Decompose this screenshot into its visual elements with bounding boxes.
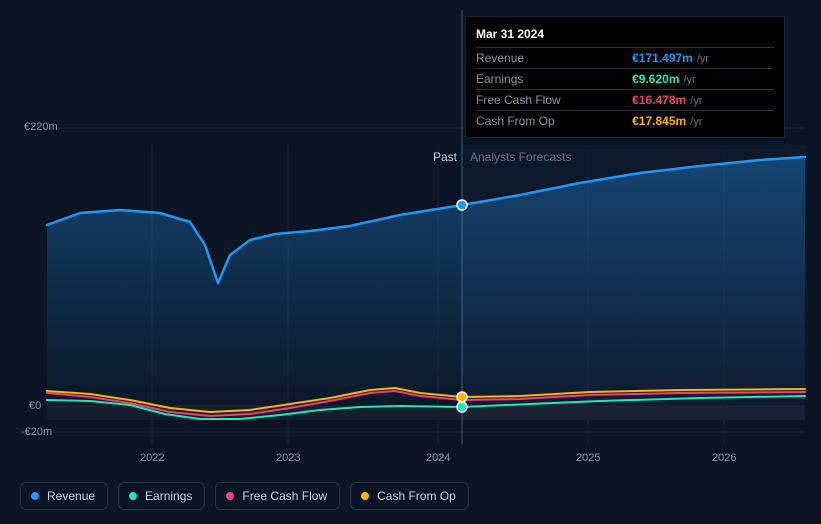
- x-tick-label: 2025: [576, 452, 600, 464]
- tooltip-row-label: Cash From Op: [476, 111, 632, 132]
- tooltip-row-value: €171.497m: [632, 51, 697, 65]
- tooltip-row-label: Free Cash Flow: [476, 90, 632, 111]
- tooltip-row: Earnings €9.620m/yr: [476, 69, 774, 90]
- legend-item-cfo[interactable]: Cash From Op: [350, 482, 469, 510]
- tooltip-row-unit: /yr: [690, 116, 702, 128]
- x-tick-label: 2022: [140, 452, 164, 464]
- x-tick-label: 2024: [426, 452, 450, 464]
- legend-item-earnings[interactable]: Earnings: [118, 482, 205, 510]
- tooltip-row-value: €9.620m: [632, 72, 683, 86]
- y-tick-label: €0: [29, 400, 41, 412]
- chart-tooltip: Mar 31 2024 Revenue €171.497m/yrEarnings…: [465, 16, 785, 138]
- section-forecast-label: Analysts Forecasts: [470, 150, 571, 164]
- legend-dot-icon: [226, 492, 234, 500]
- tooltip-row-unit: /yr: [697, 53, 709, 65]
- legend-item-label: Earnings: [145, 489, 192, 503]
- tooltip-row-value: €16.478m: [632, 93, 690, 107]
- tooltip-date: Mar 31 2024: [476, 23, 774, 47]
- legend-item-revenue[interactable]: Revenue: [20, 482, 108, 510]
- tooltip-row: Revenue €171.497m/yr: [476, 48, 774, 69]
- legend-dot-icon: [361, 492, 369, 500]
- x-tick-label: 2023: [276, 452, 300, 464]
- y-tick-label: €220m: [24, 121, 58, 133]
- legend-dot-icon: [129, 492, 137, 500]
- tooltip-row-value: €17.845m: [632, 114, 690, 128]
- tooltip-row-label: Revenue: [476, 48, 632, 69]
- tooltip-row-label: Earnings: [476, 69, 632, 90]
- chart-legend: Revenue Earnings Free Cash Flow Cash From O…: [20, 482, 469, 510]
- legend-item-label: Cash From Op: [377, 489, 456, 503]
- tooltip-row: Free Cash Flow €16.478m/yr: [476, 90, 774, 111]
- tooltip-row-unit: /yr: [690, 95, 702, 107]
- legend-item-label: Free Cash Flow: [242, 489, 327, 503]
- legend-item-fcf[interactable]: Free Cash Flow: [215, 482, 340, 510]
- section-past-label: Past: [433, 150, 457, 164]
- tooltip-row: Cash From Op €17.845m/yr: [476, 111, 774, 132]
- financial-forecast-chart: €220m €0 -€20m 2022 2023 2024 2025 2026 …: [0, 0, 821, 524]
- legend-dot-icon: [31, 492, 39, 500]
- tooltip-row-unit: /yr: [684, 74, 696, 86]
- y-tick-label: -€20m: [21, 426, 52, 438]
- x-tick-label: 2026: [712, 452, 736, 464]
- legend-item-label: Revenue: [47, 489, 95, 503]
